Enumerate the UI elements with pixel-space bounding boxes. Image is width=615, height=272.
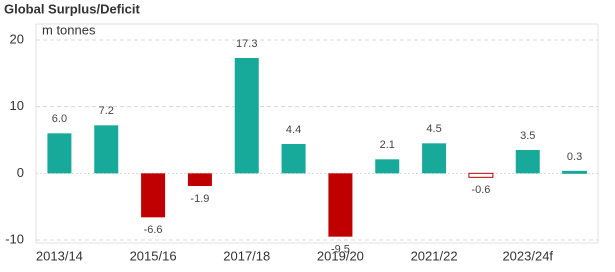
bar [94, 125, 119, 174]
y-axis-label: m tonnes [42, 22, 96, 37]
value-label: 17.3 [236, 38, 257, 50]
x-tick-label: 2015/16 [130, 248, 177, 263]
value-label: 2.1 [380, 139, 395, 151]
bar [47, 133, 72, 174]
chart-title: Global Surplus/Deficit [4, 1, 140, 16]
value-label: -0.6 [471, 184, 490, 196]
y-tick-label: -10 [5, 231, 24, 246]
x-tick-label: 2017/18 [223, 248, 270, 263]
bar [562, 170, 588, 174]
value-label: 3.5 [520, 130, 535, 142]
y-tick-label: 10 [10, 98, 24, 113]
bar [515, 150, 540, 174]
bar [422, 143, 447, 174]
value-label: 4.5 [426, 123, 441, 135]
bar [187, 173, 212, 186]
plot-frame [35, 23, 599, 244]
bar [234, 58, 259, 174]
bar [328, 173, 353, 237]
x-tick-label: 2013/14 [36, 248, 83, 263]
value-label: -1.9 [190, 193, 209, 205]
x-tick-label: 2023/24f [502, 248, 553, 263]
value-label: -6.6 [144, 224, 163, 236]
x-tick-label: 2021/22 [411, 248, 458, 263]
y-tick-label: 0 [17, 165, 24, 180]
bar [141, 173, 166, 218]
bar [468, 172, 494, 178]
x-tick-label: 2019/20 [317, 248, 364, 263]
value-label: -9.5 [331, 244, 350, 256]
value-label: 7.2 [99, 105, 114, 117]
value-label: 4.4 [286, 124, 301, 136]
value-label: 6.0 [52, 113, 67, 125]
bar [375, 159, 400, 174]
value-label: 0.3 [567, 151, 582, 163]
bar [281, 144, 306, 174]
y-tick-label: 20 [10, 31, 24, 46]
